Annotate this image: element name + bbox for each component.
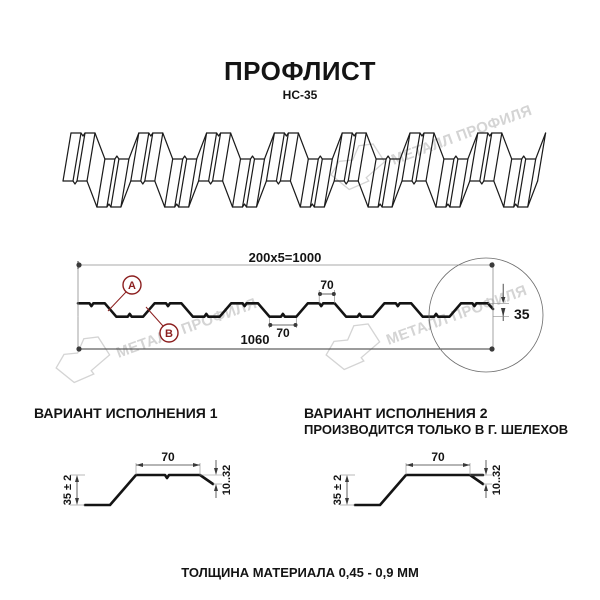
svg-text:35: 35 (514, 306, 530, 322)
svg-text:200x5=1000: 200x5=1000 (249, 250, 322, 265)
svg-text:B: B (165, 328, 173, 340)
svg-text:ПРОИЗВОДИТСЯ ТОЛЬКО В Г. ШЕЛЕХ: ПРОИЗВОДИТСЯ ТОЛЬКО В Г. ШЕЛЕХОВ (304, 422, 568, 437)
svg-text:70: 70 (431, 450, 445, 464)
svg-text:НС-35: НС-35 (283, 88, 318, 102)
svg-text:70: 70 (276, 326, 290, 340)
svg-text:10..32: 10..32 (221, 465, 233, 496)
svg-text:35 ± 2: 35 ± 2 (332, 475, 344, 506)
svg-text:ВАРИАНТ ИСПОЛНЕНИЯ 1: ВАРИАНТ ИСПОЛНЕНИЯ 1 (34, 405, 218, 421)
svg-text:A: A (128, 280, 136, 292)
svg-text:1060: 1060 (241, 332, 270, 347)
svg-text:70: 70 (161, 450, 175, 464)
svg-text:ПРОФЛИСТ: ПРОФЛИСТ (224, 56, 376, 86)
svg-text:ТОЛЩИНА МАТЕРИАЛА 0,45 - 0,9 М: ТОЛЩИНА МАТЕРИАЛА 0,45 - 0,9 ММ (181, 565, 419, 580)
svg-text:70: 70 (320, 278, 334, 292)
svg-text:35 ± 2: 35 ± 2 (62, 475, 74, 506)
svg-text:10..32: 10..32 (491, 465, 503, 496)
svg-text:ВАРИАНТ ИСПОЛНЕНИЯ 2: ВАРИАНТ ИСПОЛНЕНИЯ 2 (304, 405, 488, 421)
